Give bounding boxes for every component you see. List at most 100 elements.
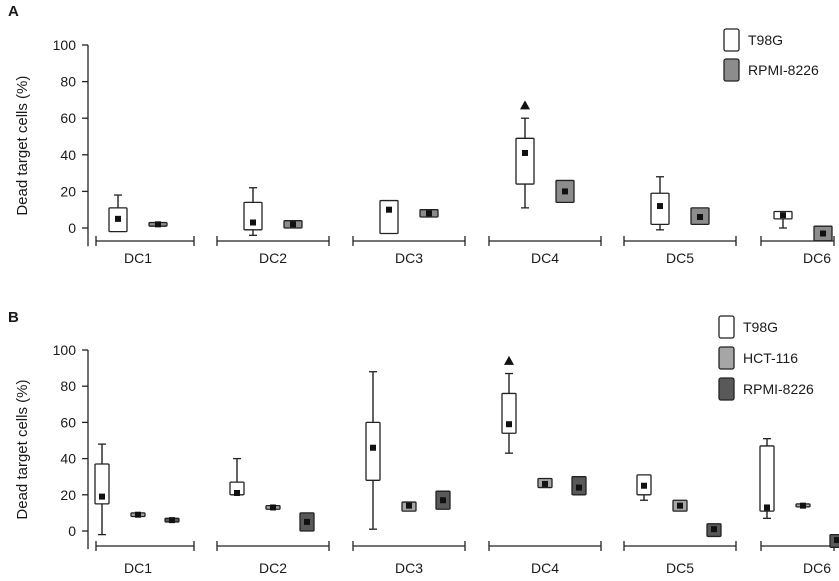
mean-marker — [780, 212, 786, 219]
box-rpmi-8226-dc2 — [299, 512, 315, 532]
y-axis-label: Dead target cells (%) — [14, 76, 31, 216]
mean-marker — [406, 502, 412, 509]
y-tick-label: 60 — [60, 414, 76, 430]
group-label: DC2 — [259, 560, 287, 576]
group-label: DC3 — [395, 560, 423, 576]
mean-marker — [506, 421, 512, 428]
panel-A: A 0 20 40 60 80 100 Dead target cells (%) DC1 DC2… — [8, 3, 835, 266]
group-label: DC5 — [666, 250, 694, 266]
box-rpmi-8226-dc4 — [555, 179, 575, 204]
mean-marker — [250, 219, 256, 226]
mean-marker — [169, 517, 175, 524]
mean-marker — [834, 537, 839, 544]
mean-marker — [576, 484, 582, 491]
mean-marker — [370, 444, 376, 451]
box-t98g-dc2 — [243, 187, 263, 236]
box-t98g-dc6 — [759, 438, 775, 519]
box-rpmi-8226-dc3 — [419, 209, 439, 218]
box-rpmi-8226-dc5 — [690, 207, 710, 225]
y-tick-label: 60 — [60, 110, 76, 126]
group-label: DC4 — [531, 560, 559, 576]
mean-marker — [386, 206, 392, 213]
legend-swatch — [723, 58, 740, 82]
legend-swatch — [723, 28, 740, 52]
box — [515, 137, 535, 185]
mean-marker — [562, 188, 568, 195]
legend-label: RPMI-8226 — [748, 62, 819, 78]
y-tick-label: 40 — [60, 147, 76, 163]
group-label: DC2 — [259, 250, 287, 266]
box-t98g-dc1 — [94, 443, 110, 536]
box-t98g-dc4 — [501, 355, 517, 454]
box-t98g-dc5 — [650, 176, 670, 231]
box-t98g-dc6 — [773, 210, 793, 229]
mean-marker — [800, 502, 806, 509]
mean-marker — [657, 203, 663, 210]
mean-marker — [820, 230, 826, 237]
box-hct-116-dc2 — [265, 504, 281, 511]
box — [379, 199, 399, 235]
box — [759, 445, 775, 512]
panel-B: B 0 20 40 60 80 100 Dead target cells (%) DC1 DC2… — [8, 309, 839, 576]
y-tick-label: 20 — [60, 183, 76, 199]
legend-label: HCT-116 — [743, 350, 798, 366]
legend: T98G HCT-116 RPMI-8226 — [718, 315, 814, 401]
y-tick-label: 20 — [60, 487, 76, 503]
y-tick-label: 40 — [60, 451, 76, 467]
box — [365, 421, 381, 481]
mean-marker — [426, 210, 432, 217]
legend-swatch — [718, 377, 735, 401]
group-label: DC6 — [803, 250, 831, 266]
mean-marker — [677, 502, 683, 509]
y-tick-label: 0 — [68, 523, 76, 539]
box-rpmi-8226-dc5 — [706, 523, 722, 538]
mean-marker — [234, 489, 240, 496]
mean-marker — [135, 511, 141, 518]
mean-marker — [304, 518, 310, 525]
box-hct-116-dc4 — [537, 477, 553, 489]
mean-marker — [440, 497, 446, 504]
box-rpmi-8226-dc6 — [829, 533, 839, 548]
outlier-triangle — [504, 355, 514, 365]
mean-marker — [542, 480, 548, 487]
legend-label: T98G — [748, 32, 783, 48]
mean-marker — [99, 493, 105, 500]
legend-label: T98G — [743, 319, 778, 335]
box-rpmi-8226-dc3 — [435, 490, 451, 510]
box-hct-116-dc6 — [795, 502, 811, 509]
mean-marker — [290, 221, 296, 228]
box-t98g-dc5 — [636, 474, 652, 501]
box-hct-116-dc1 — [130, 511, 146, 518]
box-t98g-dc1 — [108, 194, 128, 233]
group-label: DC1 — [124, 250, 152, 266]
y-tick-label: 80 — [60, 378, 76, 394]
group-label: DC5 — [666, 560, 694, 576]
mean-marker — [115, 215, 121, 222]
group-label: DC4 — [531, 250, 559, 266]
box-rpmi-8226-dc6 — [813, 225, 833, 242]
legend: T98G RPMI-8226 — [723, 28, 819, 82]
mean-marker — [522, 149, 528, 156]
panel-label: A — [8, 3, 19, 20]
box-hct-116-dc3 — [401, 501, 417, 512]
mean-marker — [155, 221, 161, 228]
mean-marker — [270, 504, 276, 511]
box-hct-116-dc5 — [672, 499, 688, 512]
group-label: DC1 — [124, 560, 152, 576]
y-tick-label: 100 — [53, 37, 77, 53]
mean-marker — [764, 504, 770, 511]
group-label: DC3 — [395, 250, 423, 266]
y-axis-label: Dead target cells (%) — [14, 380, 31, 520]
box — [94, 463, 110, 505]
box-rpmi-8226-dc1 — [148, 221, 168, 228]
outlier-triangle — [520, 100, 530, 110]
box-t98g-dc3 — [379, 199, 399, 235]
panel-label: B — [8, 309, 19, 326]
legend-swatch — [718, 346, 735, 370]
box — [501, 392, 517, 434]
group-label: DC6 — [803, 560, 831, 576]
box-rpmi-8226-dc4 — [571, 476, 587, 496]
box — [243, 201, 263, 231]
mean-marker — [641, 482, 647, 489]
